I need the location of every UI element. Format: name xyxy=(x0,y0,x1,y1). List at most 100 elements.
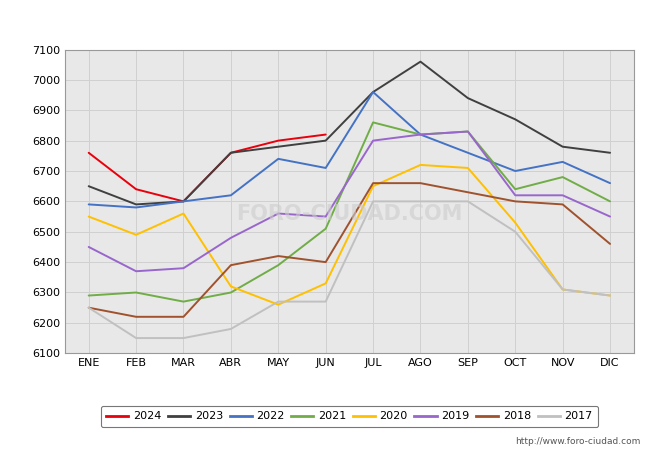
2021 xyxy=(606,199,614,204)
2017 xyxy=(559,287,567,292)
2022 xyxy=(559,159,567,165)
2022 xyxy=(132,205,140,210)
2022 xyxy=(179,199,187,204)
2023 xyxy=(322,138,330,144)
2022 xyxy=(417,132,424,137)
2018 xyxy=(559,202,567,207)
2021 xyxy=(84,293,92,298)
2017 xyxy=(512,229,519,234)
2019 xyxy=(132,269,140,274)
2024 xyxy=(179,199,187,204)
2019 xyxy=(464,129,472,134)
2017 xyxy=(84,305,92,310)
2019 xyxy=(322,214,330,219)
2024 xyxy=(322,132,330,137)
2020 xyxy=(512,220,519,225)
2018 xyxy=(322,259,330,265)
2018 xyxy=(512,199,519,204)
2023 xyxy=(84,184,92,189)
2023 xyxy=(369,89,377,94)
2018 xyxy=(417,180,424,186)
2024 xyxy=(84,150,92,156)
2024 xyxy=(274,138,282,144)
2022 xyxy=(84,202,92,207)
2020 xyxy=(322,281,330,286)
2023 xyxy=(417,59,424,64)
2022 xyxy=(464,150,472,156)
Line: 2019: 2019 xyxy=(88,131,610,271)
2023 xyxy=(132,202,140,207)
2017 xyxy=(227,326,235,332)
2020 xyxy=(369,184,377,189)
2023 xyxy=(559,144,567,149)
2019 xyxy=(512,193,519,198)
2020 xyxy=(227,284,235,289)
2018 xyxy=(464,189,472,195)
2024 xyxy=(227,150,235,156)
2022 xyxy=(322,165,330,171)
2021 xyxy=(227,290,235,295)
2021 xyxy=(369,120,377,125)
Line: 2022: 2022 xyxy=(88,92,610,207)
2024 xyxy=(132,187,140,192)
2023 xyxy=(274,144,282,149)
Legend: 2024, 2023, 2022, 2021, 2020, 2019, 2018, 2017: 2024, 2023, 2022, 2021, 2020, 2019, 2018… xyxy=(101,406,598,427)
2019 xyxy=(606,214,614,219)
2022 xyxy=(369,89,377,94)
2018 xyxy=(369,180,377,186)
2019 xyxy=(417,132,424,137)
2023 xyxy=(227,150,235,156)
2020 xyxy=(84,214,92,219)
Line: 2018: 2018 xyxy=(88,183,610,317)
Line: 2023: 2023 xyxy=(88,62,610,204)
2021 xyxy=(417,132,424,137)
2019 xyxy=(559,193,567,198)
2020 xyxy=(179,211,187,216)
2020 xyxy=(606,293,614,298)
2020 xyxy=(274,302,282,307)
2021 xyxy=(274,262,282,268)
2019 xyxy=(84,244,92,250)
2017 xyxy=(464,199,472,204)
2020 xyxy=(132,232,140,238)
2023 xyxy=(512,117,519,122)
2020 xyxy=(417,162,424,168)
2021 xyxy=(512,187,519,192)
2022 xyxy=(512,168,519,174)
2022 xyxy=(227,193,235,198)
2017 xyxy=(179,335,187,341)
Line: 2020: 2020 xyxy=(88,165,610,305)
2019 xyxy=(369,138,377,144)
2018 xyxy=(132,314,140,319)
2018 xyxy=(606,241,614,247)
2022 xyxy=(274,156,282,162)
Line: 2024: 2024 xyxy=(88,135,326,202)
2018 xyxy=(274,253,282,259)
2021 xyxy=(464,129,472,134)
2019 xyxy=(179,266,187,271)
2020 xyxy=(464,165,472,171)
Line: 2021: 2021 xyxy=(88,122,610,302)
2017 xyxy=(322,299,330,304)
2021 xyxy=(132,290,140,295)
2017 xyxy=(369,199,377,204)
2019 xyxy=(227,235,235,241)
2020 xyxy=(559,287,567,292)
2018 xyxy=(84,305,92,310)
Line: 2017: 2017 xyxy=(88,202,610,338)
2017 xyxy=(606,293,614,298)
2019 xyxy=(274,211,282,216)
Text: FORO-CIUDAD.COM: FORO-CIUDAD.COM xyxy=(236,203,463,224)
Text: Afiliados en Castro-Urdiales a 31/5/2024: Afiliados en Castro-Urdiales a 31/5/2024 xyxy=(158,14,492,33)
2022 xyxy=(606,180,614,186)
2018 xyxy=(227,262,235,268)
2021 xyxy=(559,175,567,180)
2017 xyxy=(274,299,282,304)
2021 xyxy=(179,299,187,304)
2023 xyxy=(464,95,472,101)
2021 xyxy=(322,226,330,231)
2023 xyxy=(606,150,614,156)
2017 xyxy=(132,335,140,341)
Text: http://www.foro-ciudad.com: http://www.foro-ciudad.com xyxy=(515,437,640,446)
2017 xyxy=(417,199,424,204)
